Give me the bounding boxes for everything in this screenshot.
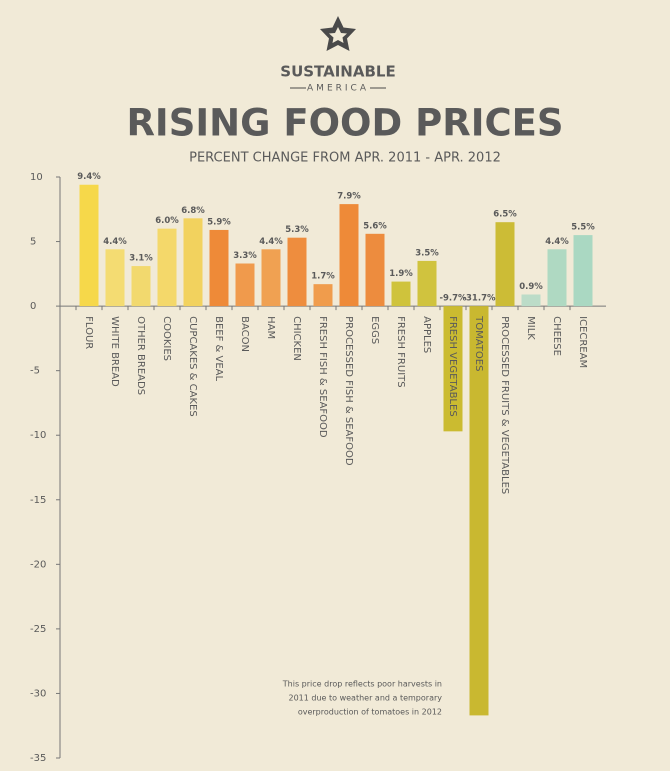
- value-label: 3.1%: [129, 254, 153, 264]
- x-tick-label: FRESH VEGETABLES: [447, 316, 458, 417]
- value-label: 6.0%: [155, 216, 179, 226]
- bar: [417, 260, 437, 307]
- value-label: 7.9%: [337, 192, 361, 202]
- x-tick-label: MILK: [525, 316, 536, 340]
- x-tick-label: TOMATOES: [473, 315, 484, 371]
- value-label: 1.7%: [311, 272, 335, 282]
- y-tick-label: 5: [30, 237, 36, 248]
- y-tick-label: -15: [30, 495, 46, 506]
- x-tick-label: PROCESSED FISH & SEAFOOD: [343, 316, 354, 466]
- x-tick-label: WHITE BREAD: [109, 316, 120, 387]
- x-tick-label: OTHER BREADS: [135, 316, 146, 395]
- chart-subtitle: PERCENT CHANGE FROM APR. 2011 - APR. 201…: [189, 151, 501, 166]
- x-tick-label: FLOUR: [83, 316, 94, 349]
- value-label: 0.9%: [519, 282, 543, 292]
- bar: [235, 263, 255, 307]
- bar: [443, 306, 463, 432]
- value-label: 1.9%: [389, 269, 413, 279]
- bar: [521, 294, 541, 307]
- bar: [365, 233, 385, 307]
- value-label: 4.4%: [259, 237, 283, 247]
- value-label: 5.5%: [571, 223, 595, 233]
- bar: [261, 249, 281, 307]
- bar: [495, 222, 515, 307]
- value-label: 6.8%: [181, 206, 205, 216]
- y-tick-label: -25: [30, 624, 46, 635]
- value-label: 5.6%: [363, 221, 387, 231]
- bar: [391, 281, 411, 307]
- bar: [547, 249, 567, 307]
- brand-sub: AMERICA: [307, 84, 369, 94]
- annotation: This price drop reflects poor harvests i…: [282, 680, 442, 689]
- annotation: 2011 due to weather and a temporary: [289, 694, 443, 703]
- x-tick-label: HAM: [265, 316, 276, 339]
- x-tick-label: COOKIES: [161, 316, 172, 361]
- annotation: overproduction of tomatoes in 2012: [298, 708, 442, 717]
- y-tick-label: -30: [30, 688, 46, 699]
- bar: [105, 249, 125, 307]
- value-label: -9.7%: [439, 294, 467, 304]
- bar: [313, 284, 333, 307]
- x-tick-label: PROCESSED FRUITS & VEGETABLES: [499, 316, 510, 494]
- bar: [573, 235, 593, 307]
- x-tick-label: FRESH FISH & SEAFOOD: [317, 316, 328, 438]
- y-tick-label: -35: [30, 753, 46, 764]
- bar: [183, 218, 203, 307]
- value-label: 4.4%: [103, 237, 127, 247]
- x-tick-label: CUPCAKES & CAKES: [187, 316, 198, 417]
- bar: [79, 184, 99, 307]
- bar: [287, 237, 307, 307]
- y-tick-label: 0: [30, 301, 36, 312]
- brand-name: SUSTAINABLE: [280, 63, 395, 81]
- x-tick-label: CHEESE: [551, 316, 562, 356]
- chart-title: RISING FOOD PRICES: [126, 102, 563, 145]
- bar: [157, 228, 177, 307]
- x-tick-label: APPLES: [421, 316, 432, 353]
- y-tick-label: -20: [30, 559, 46, 570]
- value-label: 3.3%: [233, 251, 257, 261]
- bar: [209, 229, 229, 307]
- x-tick-label: EGGS: [369, 316, 380, 344]
- x-tick-label: FRESH FRUITS: [395, 316, 406, 388]
- y-tick-label: -5: [30, 366, 40, 377]
- logo: [320, 16, 356, 51]
- x-tick-label: BACON: [239, 316, 250, 352]
- value-label: 5.3%: [285, 225, 309, 235]
- y-tick-label: -10: [30, 430, 46, 441]
- value-label: 6.5%: [493, 210, 517, 220]
- value-label: -31.7%: [462, 294, 495, 304]
- x-tick-label: CHICKEN: [291, 316, 302, 361]
- value-label: 3.5%: [415, 248, 439, 258]
- bar: [131, 266, 151, 307]
- value-label: 5.9%: [207, 217, 231, 227]
- bar: [339, 204, 359, 307]
- value-label: 4.4%: [545, 237, 569, 247]
- x-tick-label: BEEF & VEAL: [213, 316, 224, 381]
- bar: [469, 306, 489, 716]
- y-tick-label: 10: [30, 172, 43, 183]
- value-label: 9.4%: [77, 172, 101, 182]
- x-tick-label: ICECREAM: [577, 316, 588, 368]
